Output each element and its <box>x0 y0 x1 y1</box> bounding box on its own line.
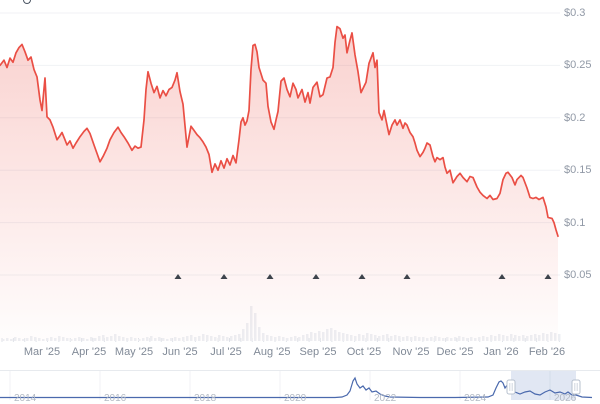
x-axis-label: Aug '25 <box>253 346 291 358</box>
navigator-year-label: 2018 <box>194 393 217 404</box>
x-axis-label: Dec '25 <box>436 346 474 358</box>
y-axis-label: $0.25 <box>564 59 592 72</box>
y-axis-label: $0.05 <box>564 269 592 281</box>
event-marker-icon[interactable] <box>312 274 320 279</box>
event-marker-icon[interactable] <box>220 274 228 279</box>
price-area-fill <box>0 26 558 341</box>
event-marker-icon[interactable] <box>498 274 506 279</box>
x-axis-label: Nov '25 <box>392 346 430 358</box>
navigator-year-label: 2022 <box>374 393 397 404</box>
event-marker-icon[interactable] <box>403 274 411 279</box>
x-axis-label: Mar '25 <box>23 346 61 358</box>
y-axis-label: $0.15 <box>564 164 592 177</box>
x-axis-label: Apr '25 <box>71 346 107 358</box>
event-marker-icon[interactable] <box>174 274 182 279</box>
event-marker-icon[interactable] <box>358 274 366 279</box>
range-navigator[interactable] <box>0 370 600 400</box>
x-axis-label: Feb '26 <box>528 346 566 358</box>
event-marker-icon[interactable] <box>266 274 274 279</box>
x-axis-label: Jan '26 <box>483 346 519 358</box>
navigator-handle-right[interactable] <box>571 379 581 395</box>
x-axis-label: Jul '25 <box>210 346 242 358</box>
x-axis-label: Jun '25 <box>162 346 198 358</box>
navigator-selected-range[interactable] <box>511 371 576 400</box>
x-axis-label: May '25 <box>114 346 154 358</box>
main-price-chart[interactable] <box>0 0 600 370</box>
x-axis-label: Oct '25 <box>346 346 382 358</box>
navigator-year-label: 2024 <box>464 393 487 404</box>
navigator-year-label: 2016 <box>104 393 127 404</box>
y-axis-label: $0.2 <box>564 111 586 124</box>
event-marker-icon[interactable] <box>544 274 552 279</box>
y-axis-label: $0.1 <box>564 216 586 229</box>
navigator-handle-left[interactable] <box>506 379 516 395</box>
navigator-year-label: 2026 <box>554 393 577 404</box>
navigator-year-label: 2020 <box>284 393 307 404</box>
price-line[interactable] <box>0 25 559 238</box>
navigator-line <box>0 376 593 399</box>
navigator-year-label: 2014 <box>14 393 37 404</box>
volume-bar <box>558 334 561 341</box>
y-axis-label: $0.3 <box>564 7 586 19</box>
x-axis-label: Sep '25 <box>299 346 337 358</box>
